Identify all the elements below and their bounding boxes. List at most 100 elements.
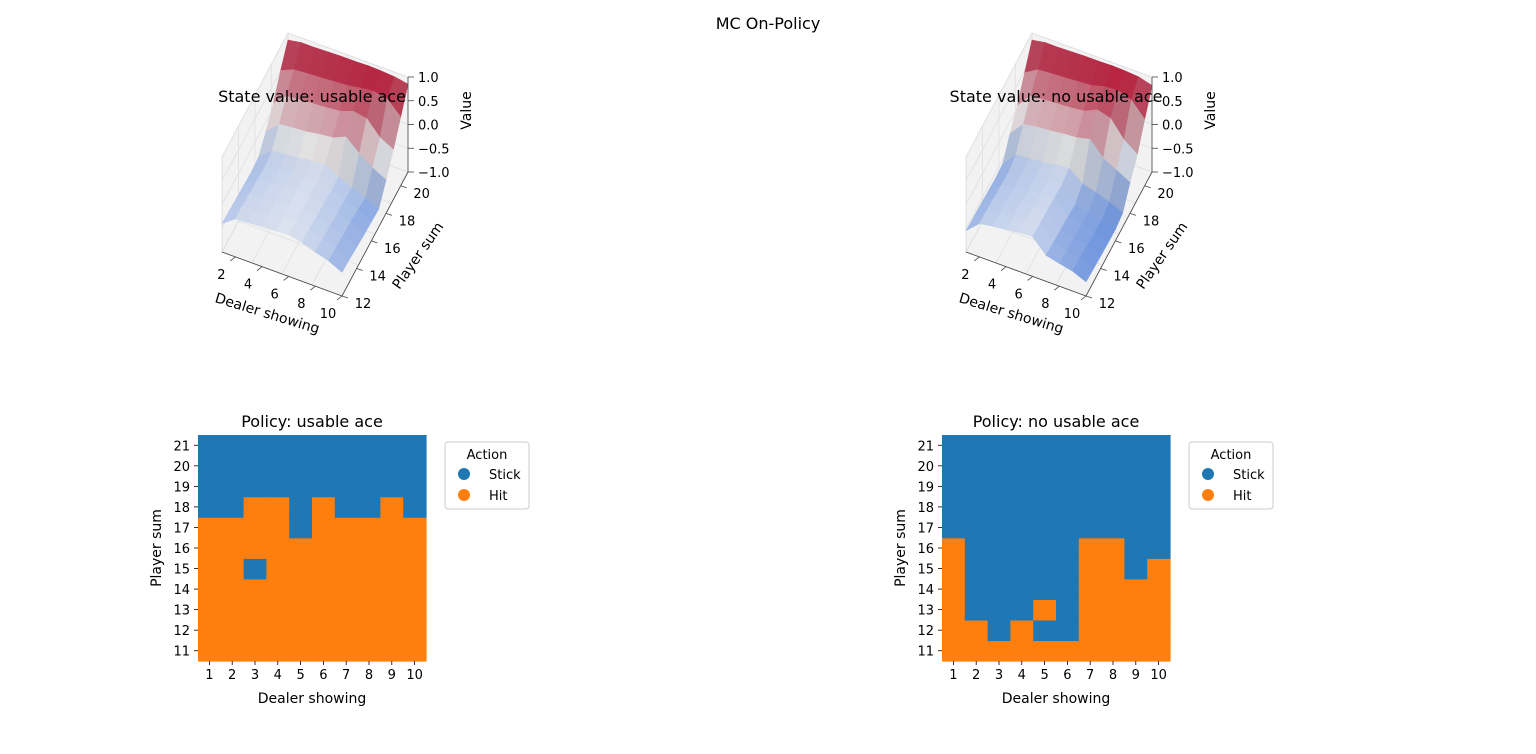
policy-cell [987, 496, 1011, 518]
x-tick-label: 4 [244, 278, 252, 293]
policy-cell [220, 517, 245, 539]
policy-cell [357, 517, 381, 539]
policy-cell [1124, 619, 1148, 642]
policy-cell [1056, 619, 1080, 642]
policy-cell [1033, 517, 1057, 539]
y-tick-label: 18 [173, 501, 190, 516]
x-tick-label: 10 [1150, 668, 1167, 683]
legend-title: Action [467, 448, 508, 463]
y-tick-label: 12 [355, 297, 372, 312]
policy-cell [266, 476, 290, 498]
policy-cell [198, 496, 222, 518]
policy-cell [220, 640, 245, 662]
y-axis-line [341, 171, 409, 297]
z-tick-label: −0.5 [418, 142, 450, 157]
policy-cell [987, 517, 1011, 539]
policy-cell [312, 537, 336, 559]
policy-cell [964, 435, 989, 457]
surface-patch [1072, 257, 1094, 283]
policy-cell [1078, 619, 1103, 642]
policy-cell [1078, 599, 1103, 621]
policy-cell [357, 578, 381, 600]
z-tick-label: −1.0 [418, 166, 450, 181]
z-tick-label: 0.0 [418, 119, 439, 134]
policy-cell [964, 640, 989, 662]
policy-cell [1078, 435, 1103, 457]
policy-cell [987, 476, 1011, 498]
policy-cell [942, 558, 966, 580]
grid-line [221, 32, 289, 158]
policy-cell [1056, 517, 1080, 539]
policy-cell [380, 476, 404, 498]
legend-marker [1202, 489, 1214, 501]
y-tick-label: 19 [173, 480, 190, 495]
policy-cell [1124, 558, 1148, 580]
policy-cell [1033, 619, 1057, 642]
policy-cell [312, 578, 336, 600]
policy-cell [220, 599, 245, 621]
policy-cell [942, 435, 966, 457]
policy-cell [266, 435, 290, 457]
x-tick-label: 1 [205, 668, 213, 683]
policy-cell [334, 496, 359, 518]
policy-cell [1078, 558, 1103, 580]
policy-cell [1147, 476, 1171, 498]
policy-cell [198, 619, 222, 642]
policy-cell [357, 558, 381, 580]
x-tick-label: 7 [1086, 668, 1094, 683]
policy-cell [380, 578, 404, 600]
y-tick-label: 16 [917, 542, 934, 557]
policy-cell [198, 558, 222, 580]
x-tick-label: 6 [1063, 668, 1071, 683]
policy-cell [312, 435, 336, 457]
policy-cell [1056, 435, 1080, 457]
policy-cell [1147, 619, 1171, 642]
legend-label: Hit [489, 489, 507, 504]
y-tick-label: 14 [1113, 269, 1130, 284]
policy-cell [312, 640, 336, 662]
legend-marker [458, 489, 470, 501]
policy-cell [964, 496, 989, 518]
y-tick-label: 14 [173, 583, 190, 598]
policy-cell [1033, 599, 1057, 621]
policy-cell [964, 517, 989, 539]
policy-cell [289, 619, 313, 642]
policy-cell [1033, 640, 1057, 662]
policy-cell [289, 558, 313, 580]
y-tick-label: 18 [1143, 214, 1160, 229]
policy-cell [220, 578, 245, 600]
policy-cell [198, 578, 222, 600]
policy-cell [987, 619, 1011, 642]
policy-cell [1056, 537, 1080, 559]
policy-cell [266, 496, 290, 518]
x-tick-label: 3 [251, 668, 259, 683]
policy-cell [942, 537, 966, 559]
policy-cell [380, 619, 404, 642]
policy-cell [243, 517, 267, 539]
policy-cell [243, 619, 267, 642]
policy-cell [198, 640, 222, 662]
policy-cell [357, 537, 381, 559]
policy-cell [1056, 455, 1080, 477]
policy-cell [942, 496, 966, 518]
policy-cell [220, 455, 245, 477]
x-tick-label: 9 [1132, 668, 1140, 683]
policy-cell [312, 599, 336, 621]
y-tick-label: 11 [917, 645, 934, 660]
policy-cell [403, 476, 427, 498]
x-tick-label: 2 [961, 268, 969, 283]
policy-cell [334, 640, 359, 662]
policy-cell [1078, 578, 1103, 600]
z-tick-label: 1.0 [418, 71, 439, 86]
y-tick [1129, 212, 1137, 216]
y-tick-label: 16 [1128, 242, 1145, 257]
policy-cell [1101, 476, 1125, 498]
z-tick-label: 0.5 [418, 95, 439, 110]
x-tick-label: 4 [988, 278, 996, 293]
grid-line [287, 32, 409, 78]
policy-cell [1101, 455, 1125, 477]
policy-cell [357, 455, 381, 477]
policy-cell [312, 455, 336, 477]
x-tick-label: 3 [995, 668, 1003, 683]
policy-cell [403, 619, 427, 642]
